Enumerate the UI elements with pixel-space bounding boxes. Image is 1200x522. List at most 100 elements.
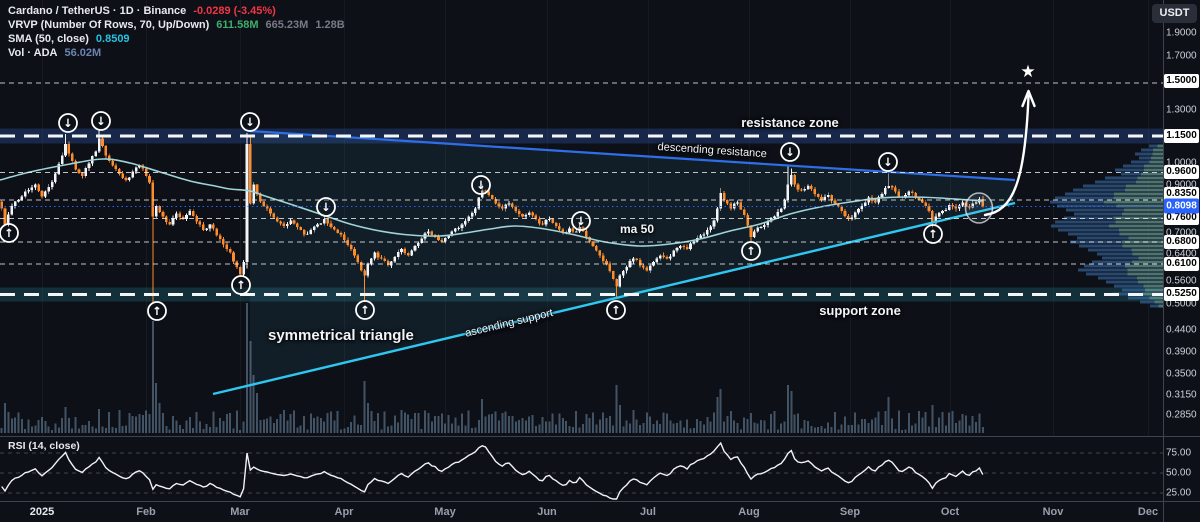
rsi-tick: 25.00 (1166, 487, 1192, 499)
svg-text:↑: ↑ (746, 244, 756, 258)
price-tick: 0.4400 (1166, 324, 1197, 336)
chart-legend: Cardano / TetherUS · 1D · Binance -0.0289… (8, 4, 345, 60)
price-tick: 1.9000 (1166, 27, 1197, 39)
time-axis-month: 2025 (29, 506, 55, 518)
current-price-label: 0.8098 (1164, 198, 1199, 214)
down-arrow-marker[interactable]: ↓ (91, 111, 111, 131)
main-chart-pane[interactable]: ↓ ↓ ↓ ↓ ↓ ↓ ↓ ↓ ↑ ↑ ↑ ↑ ↑ ↑ ↑ ★ (0, 0, 1163, 436)
time-axis-month: Dec (1137, 506, 1159, 518)
ascending-support-line[interactable] (212, 201, 1016, 396)
vol-label: Vol · ADA (8, 47, 58, 59)
price-axis-border (1163, 0, 1164, 522)
legend-vol-row[interactable]: Vol · ADA 56.02M (8, 46, 345, 60)
rsi-line (1, 441, 984, 500)
legend-vrvp-row[interactable]: VRVP (Number Of Rows, 70, Up/Down) 611.58… (8, 18, 345, 32)
vol-value: 56.02M (64, 47, 102, 59)
price-level-label: 1.1500 (1164, 129, 1199, 143)
price-tick: 0.7000 (1166, 227, 1197, 239)
svg-text:↓: ↓ (96, 114, 106, 128)
svg-text:↑: ↑ (152, 304, 162, 318)
price-level-label: 0.5250 (1164, 287, 1199, 301)
breakout-arrow[interactable] (983, 94, 1030, 217)
svg-text:↑: ↑ (928, 227, 938, 241)
up-arrow-marker[interactable]: ↑ (231, 275, 251, 295)
down-arrow-marker[interactable]: ↓ (878, 152, 898, 172)
time-axis-month: Jul (640, 506, 656, 518)
price-level-label: 1.5000 (1164, 74, 1199, 88)
volume-bars (0, 303, 984, 433)
symmetrical-triangle-label[interactable]: symmetrical triangle (268, 327, 414, 344)
price-level-label: 0.8350 (1164, 187, 1199, 201)
ma50-label[interactable]: ma 50 (620, 222, 655, 236)
up-arrow-marker[interactable]: ↑ (606, 300, 626, 320)
pane-separator[interactable] (0, 436, 1200, 437)
price-tick: 1.3000 (1166, 104, 1197, 116)
rsi-tick: 50.00 (1166, 467, 1192, 479)
price-tick: 0.5600 (1166, 275, 1197, 287)
price-tick: 0.3150 (1166, 389, 1197, 401)
apex-highlight-circle[interactable] (964, 192, 994, 224)
svg-text:↓: ↓ (245, 115, 255, 129)
price-axis[interactable]: 1.9000 1.7000 1.3000 1.0000 0.9000 0.7000 0.64… (1164, 0, 1200, 522)
down-arrow-marker[interactable]: ↓ (316, 197, 336, 217)
target-star-icon[interactable]: ★ (1020, 62, 1035, 82)
svg-text:↓: ↓ (883, 155, 893, 169)
down-arrow-marker[interactable]: ↓ (471, 175, 491, 195)
price-tick: 0.6400 (1166, 248, 1197, 260)
time-axis-border (0, 501, 1200, 502)
price-tick: 1.7000 (1166, 50, 1197, 62)
up-arrow-marker[interactable]: ↑ (355, 300, 375, 320)
time-axis-month: Jun (537, 506, 557, 518)
price-tick: 0.5000 (1166, 298, 1197, 310)
time-axis-month: May (434, 506, 456, 518)
time-axis-month: Nov (1042, 506, 1064, 518)
rsi-plot (0, 441, 1163, 500)
up-arrow-marker[interactable]: ↑ (923, 224, 943, 244)
legend-symbol-row[interactable]: Cardano / TetherUS · 1D · Binance -0.0289… (8, 4, 345, 18)
legend-sma-row[interactable]: SMA (50, close) 0.8509 (8, 32, 345, 46)
down-arrow-marker[interactable]: ↓ (780, 142, 800, 162)
price-tick: 0.3900 (1166, 346, 1197, 358)
time-axis[interactable]: 2025 Feb Mar Apr May Jun Jul Aug Sep Oct Nov Dec (0, 502, 1200, 522)
price-level-label: 0.6800 (1164, 235, 1199, 249)
time-axis-month: Oct (940, 506, 960, 518)
svg-text:↑: ↑ (360, 303, 370, 317)
price-tick: 0.9000 (1166, 179, 1197, 191)
down-arrow-marker[interactable]: ↓ (240, 112, 260, 132)
svg-text:↓: ↓ (63, 116, 73, 130)
vrvp-value-3: 1.28B (315, 19, 345, 31)
price-level-label: 0.7600 (1164, 211, 1199, 225)
svg-text:↓: ↓ (476, 178, 486, 192)
vrvp-value-2: 665.23M (265, 19, 309, 31)
rsi-pane[interactable] (0, 437, 1163, 501)
up-arrow-marker[interactable]: ↑ (147, 301, 167, 321)
triangle-fill (250, 131, 1015, 386)
vrvp-label: VRVP (Number Of Rows, 70, Up/Down) (8, 19, 210, 31)
breakout-arrowhead (1021, 89, 1036, 108)
svg-text:↓: ↓ (321, 200, 331, 214)
support-zone-label[interactable]: support zone (819, 303, 901, 318)
rsi-indicator-label[interactable]: RSI (14, close) (8, 440, 80, 452)
price-level-label: 0.6100 (1164, 257, 1199, 271)
time-axis-month: Apr (334, 506, 354, 518)
price-level-label: 0.9600 (1164, 165, 1199, 179)
down-arrow-marker[interactable]: ↓ (571, 211, 591, 231)
svg-text:↑: ↑ (236, 278, 246, 292)
time-axis-month: Feb (136, 506, 156, 518)
price-tick: 0.2850 (1166, 409, 1197, 421)
volume-profile (1050, 144, 1163, 308)
sma-label: SMA (50, close) (8, 33, 89, 45)
dotted-price-levels[interactable] (0, 82, 1163, 265)
up-arrow-marker[interactable]: ↑ (0, 223, 19, 243)
sma50-line[interactable] (0, 158, 984, 247)
svg-text:↑: ↑ (4, 226, 14, 240)
time-axis-month: Sep (839, 506, 861, 518)
price-tick: 0.3500 (1166, 368, 1197, 380)
time-axis-month: Aug (738, 506, 760, 518)
rsi-gridlines (0, 452, 1163, 494)
up-arrow-marker[interactable]: ↑ (741, 241, 761, 261)
resistance-zone-label[interactable]: resistance zone (741, 115, 839, 130)
currency-unit-button[interactable]: USDT (1152, 4, 1197, 23)
down-arrow-marker[interactable]: ↓ (58, 113, 78, 133)
